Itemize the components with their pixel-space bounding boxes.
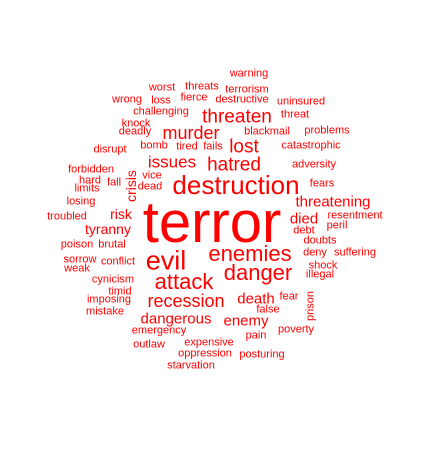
word-threats: threats [185,80,219,93]
word-terrorism: terrorism [225,83,269,96]
word-loss: loss [151,94,171,107]
word-wrong: wrong [112,93,142,106]
word-brutal: brutal [98,238,126,251]
word-fear: fear [279,290,299,303]
word-prison: prison [304,291,317,321]
word-bomb: bomb [140,139,168,152]
word-illegal: illegal [305,268,335,281]
word-threaten: threaten [202,106,272,128]
word-hatred: hatred [207,154,261,176]
word-oppression: oppression [178,347,232,360]
word-attack: attack [154,269,214,294]
word-recession: recession [147,291,225,311]
word-doubts: doubts [303,234,337,247]
word-danger: danger [223,260,293,285]
word-pain: pain [245,329,267,342]
word-lost: lost [229,136,259,158]
word-shock: shock [308,259,338,272]
word-conflict: conflict [100,255,136,268]
word-poison: poison [60,238,94,251]
word-fails: fails [203,140,223,153]
word-emergency: emergency [131,324,187,337]
word-disrupt: disrupt [93,143,127,156]
word-challenging: challenging [133,105,189,118]
word-peril: peril [326,219,348,232]
word-catastrophic: catastrophic [281,139,341,152]
word-hard: hard [78,174,102,187]
word-murder: murder [162,123,220,143]
word-posturing: posturing [239,348,285,361]
word-deadly: deadly [118,125,152,138]
word-enemies: enemies [208,241,292,266]
word-vice: vice [142,169,162,182]
word-limits: limits [74,182,100,195]
word-crisis: crisis [123,170,139,202]
word-knock: knock [121,117,151,130]
word-expensive: expensive [184,336,234,349]
word-problems: problems [304,124,350,137]
word-issues: issues [147,152,197,172]
word-worst: worst [148,81,176,94]
word-fears: fears [309,177,335,190]
word-forbidden: forbidden [68,163,114,176]
word-warning: warning [229,67,269,80]
word-threat: threat [280,108,310,121]
word-death: death [237,290,275,308]
word-dangerous: dangerous [140,310,212,328]
word-blackmail: blackmail [244,125,290,138]
word-false: false [256,303,280,316]
word-sorrow: sorrow [63,253,97,266]
word-enemy: enemy [223,312,269,330]
word-starvation: starvation [167,359,215,372]
word-uninsured: uninsured [276,95,326,108]
word-destruction: destruction [172,170,300,200]
word-fierce: fierce [180,91,208,104]
word-troubled: troubled [47,210,87,223]
word-mistake: mistake [86,305,124,318]
word-resentment: resentment [327,209,383,222]
word-weak: weak [64,262,90,275]
word-died: died [289,210,319,228]
word-threatening: threatening [295,193,371,211]
word-tyranny: tyranny [85,221,131,237]
word-poverty: poverty [277,323,315,336]
word-terror: terror [142,190,282,255]
word-destructive: destructive [215,93,269,106]
word-debt: debt [293,224,315,237]
word-timid: timid [108,285,132,298]
word-adversity: adversity [291,158,337,171]
word-dead: dead [137,180,163,193]
word-imposing: imposing [86,293,132,306]
word-cynicism: cynicism [91,273,135,286]
word-tired: tired [176,140,198,153]
word-fall: fall [106,176,122,189]
word-losing: losing [66,195,96,208]
word-deny: deny [303,246,327,259]
word-evil: evil [145,245,187,276]
word-suffering: suffering [334,246,376,259]
word-outlaw: outlaw [133,338,165,351]
word-risk: risk [110,206,132,222]
